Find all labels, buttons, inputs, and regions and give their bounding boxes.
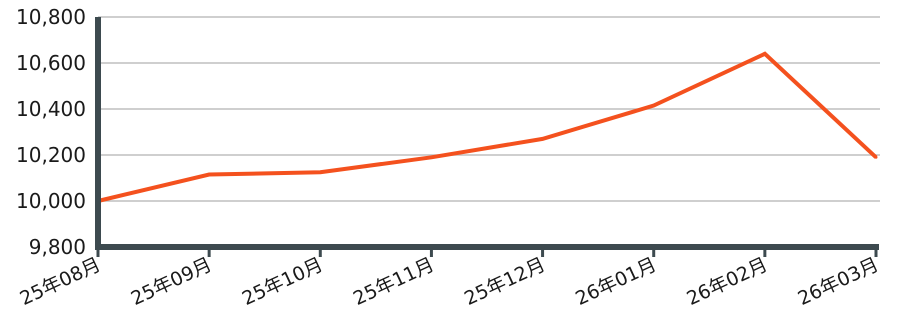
data-point (763, 52, 767, 56)
series-layer (96, 51, 878, 203)
x-tick-label: 26年02月 (683, 254, 771, 310)
data-point (318, 170, 322, 174)
y-tick-label: 10,000 (16, 189, 86, 213)
x-tick-label: 26年01月 (572, 254, 660, 310)
y-tick-label: 10,400 (16, 97, 86, 121)
x-tick-label: 25年09月 (128, 254, 216, 310)
y-tick-label: 9,800 (29, 235, 86, 259)
data-point (207, 173, 211, 177)
axes (95, 17, 879, 250)
data-point (652, 104, 656, 108)
data-point (874, 155, 878, 159)
x-tick-label: 25年11月 (350, 254, 438, 310)
x-tick-label: 26年03月 (795, 254, 883, 310)
data-point (429, 155, 433, 159)
x-axis-ticks: 25年08月 25年09月 25年10月 25年11月 25年12月 26年01月 26年0… (17, 247, 883, 310)
y-tick-label: 10,600 (16, 51, 86, 75)
y-axis-tick-labels: 9,800 10,000 10,200 10,400 10,600 10,800 (16, 5, 86, 259)
data-point (541, 137, 545, 141)
series-line (97, 51, 878, 203)
x-tick-label: 25年10月 (239, 254, 327, 310)
x-tick-label: 25年12月 (461, 254, 549, 310)
y-tick-label: 10,800 (16, 5, 86, 29)
y-tick-label: 10,200 (16, 143, 86, 167)
x-tick-label: 25年08月 (17, 254, 105, 310)
